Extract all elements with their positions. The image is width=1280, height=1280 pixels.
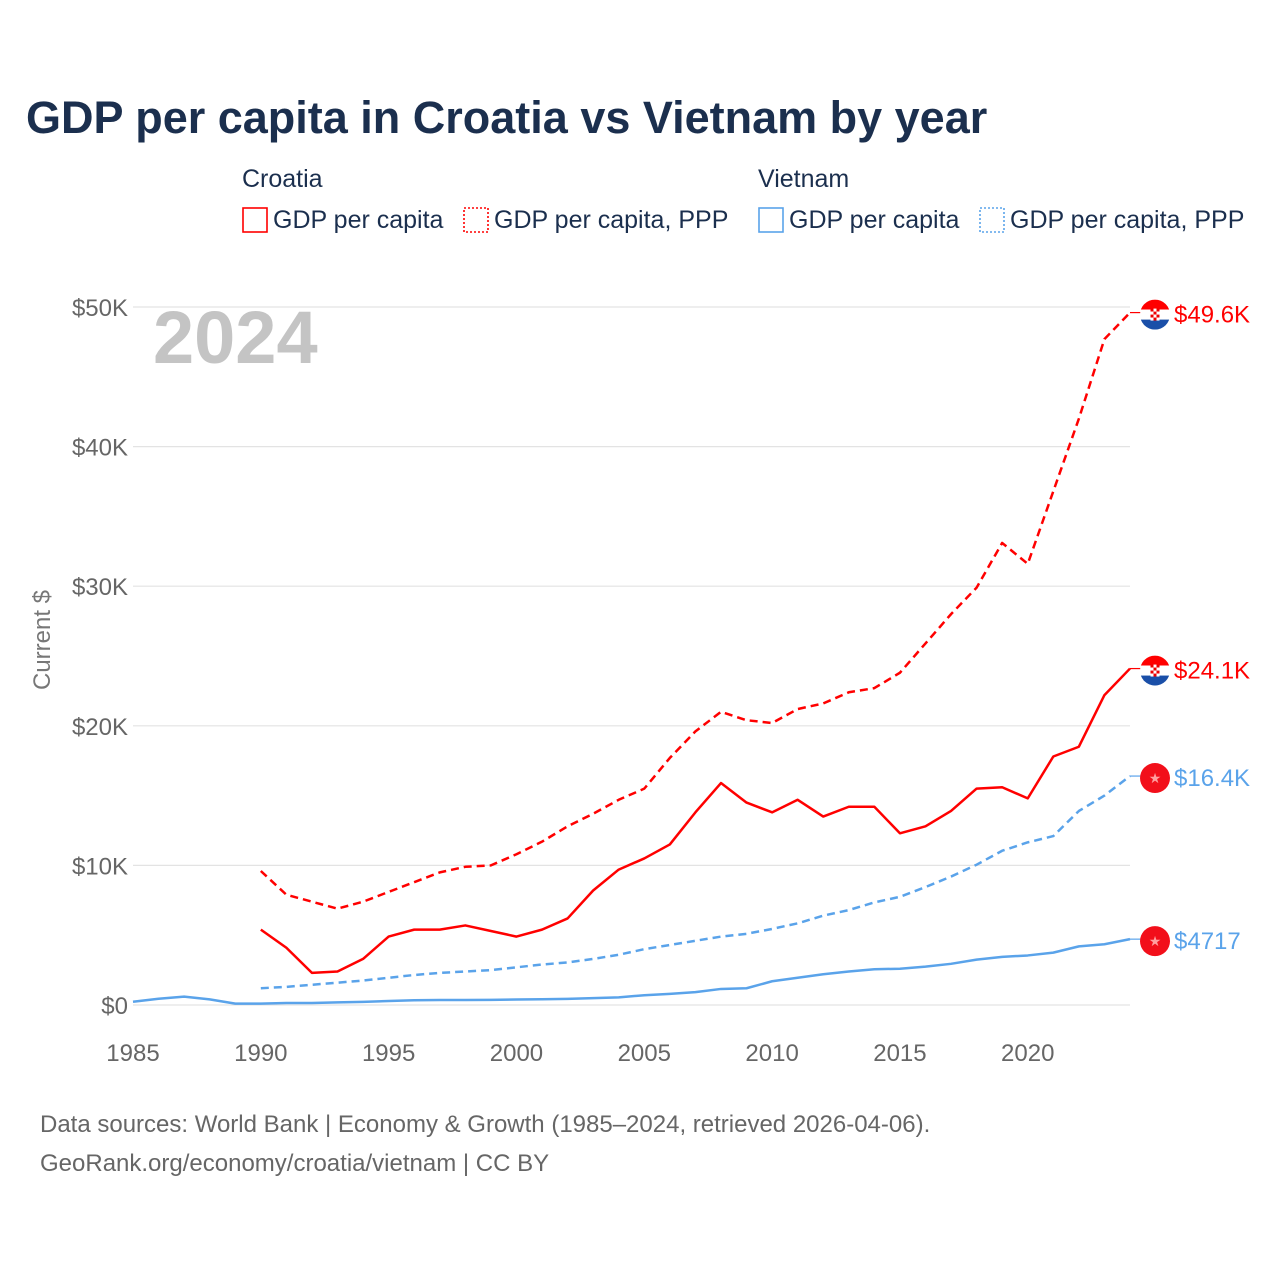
- end-value-label: $16.4K: [1174, 765, 1250, 792]
- legend-item[interactable]: GDP per capita, PPP: [1010, 206, 1244, 234]
- legend-item[interactable]: GDP per capita: [789, 206, 960, 234]
- legend-country-croatia: Croatia: [242, 165, 323, 193]
- end-labels: $24.1K $49.6K ★ $4717 ★ $16.4K: [1130, 299, 1250, 957]
- vietnam-flag-icon: ★: [1140, 763, 1170, 794]
- croatia-flag-icon: [1140, 655, 1170, 686]
- x-tick-label: 2005: [618, 1040, 671, 1067]
- svg-text:★: ★: [1149, 770, 1162, 786]
- series-line-3: [260, 775, 1131, 990]
- legend-swatch: [758, 207, 784, 233]
- y-tick-label: $40K: [72, 435, 128, 462]
- svg-text:★: ★: [1149, 933, 1162, 949]
- legend-country-vietnam: Vietnam: [758, 165, 849, 193]
- y-tick-label: $20K: [72, 714, 128, 741]
- chart-title: GDP per capita in Croatia vs Vietnam by …: [26, 92, 987, 143]
- y-tick-label: $50K: [72, 295, 128, 322]
- y-axis-label: Current $: [29, 590, 56, 690]
- gridlines: [133, 306, 1130, 1006]
- legend: Croatia GDP per capita GDP per capita, PPP…: [242, 165, 1244, 234]
- y-tick-label: $30K: [72, 574, 128, 601]
- x-tick-label: 1985: [106, 1040, 159, 1067]
- series-line-0: [260, 667, 1131, 975]
- x-tick-label: 2015: [873, 1040, 926, 1067]
- end-value-label: $24.1K: [1174, 658, 1250, 685]
- footer-url[interactable]: GeoRank.org/economy/croatia/vietnam | CC…: [40, 1150, 549, 1177]
- footer-sources: Data sources: World Bank | Economy & Gro…: [40, 1111, 930, 1138]
- legend-item[interactable]: GDP per capita, PPP: [494, 206, 728, 234]
- legend-item[interactable]: GDP per capita: [273, 206, 444, 234]
- series-line-2: [132, 937, 1131, 1005]
- y-axis-ticks: $0 $10K $20K $30K $40K $50K: [72, 295, 128, 1020]
- series-line-1: [259, 311, 1131, 910]
- x-tick-label: 2010: [745, 1040, 798, 1067]
- x-tick-label: 1990: [234, 1040, 287, 1067]
- x-tick-label: 1995: [362, 1040, 415, 1067]
- y-tick-label: $10K: [72, 853, 128, 880]
- x-tick-label: 2000: [490, 1040, 543, 1067]
- year-watermark: 2024: [153, 296, 318, 379]
- end-value-label: $49.6K: [1174, 302, 1250, 329]
- croatia-flag-icon: [1140, 299, 1170, 330]
- x-tick-label: 2020: [1001, 1040, 1054, 1067]
- x-axis-ticks: 1985 1990 1995 2000 2005 2010 2015 2020: [106, 1040, 1054, 1067]
- vietnam-flag-icon: ★: [1140, 926, 1170, 957]
- end-value-label: $4717: [1174, 928, 1241, 955]
- series-lines: [132, 311, 1131, 1005]
- y-tick-label: $0: [101, 993, 128, 1020]
- legend-swatch: [463, 207, 489, 233]
- legend-swatch: [242, 207, 268, 233]
- legend-swatch: [979, 207, 1005, 233]
